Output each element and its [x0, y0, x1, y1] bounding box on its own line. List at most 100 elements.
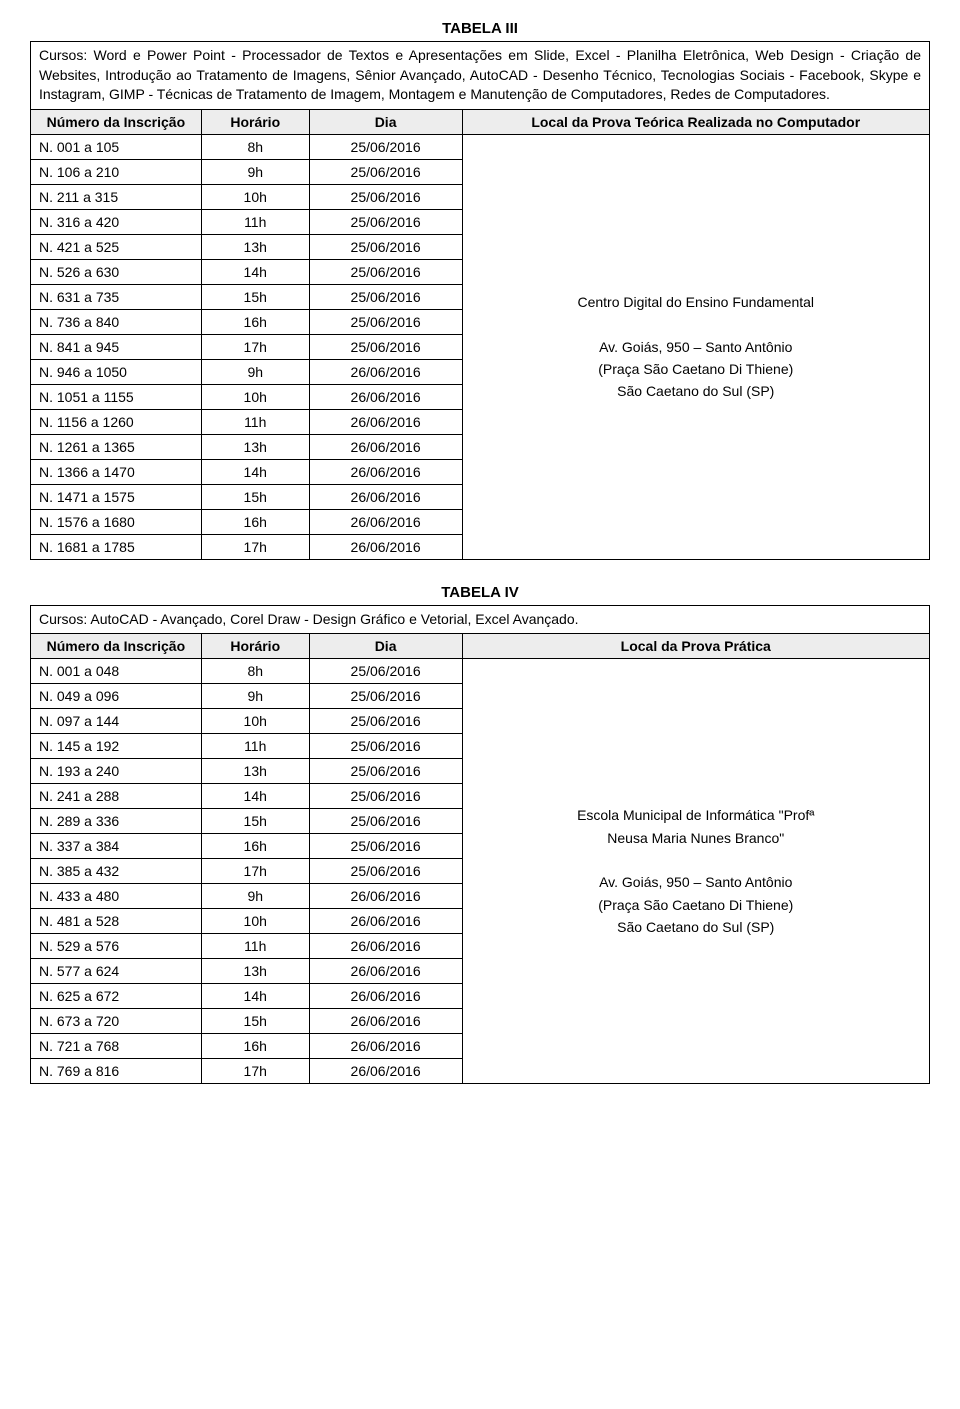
cell-numero: N. 337 a 384: [31, 834, 202, 859]
cell-dia: 25/06/2016: [309, 659, 462, 684]
table3-header-horario: Horário: [201, 109, 309, 134]
cell-numero: N. 1681 a 1785: [31, 534, 202, 559]
cell-dia: 26/06/2016: [309, 484, 462, 509]
cell-horario: 9h: [201, 159, 309, 184]
cell-numero: N. 421 a 525: [31, 234, 202, 259]
table-row: N. 001 a 0488h25/06/2016Escola Municipal…: [31, 659, 930, 684]
cell-dia: 26/06/2016: [309, 959, 462, 984]
cell-dia: 25/06/2016: [309, 284, 462, 309]
cell-dia: 25/06/2016: [309, 334, 462, 359]
cell-dia: 25/06/2016: [309, 234, 462, 259]
cell-numero: N. 316 a 420: [31, 209, 202, 234]
cell-dia: 26/06/2016: [309, 1059, 462, 1084]
cell-horario: 16h: [201, 1034, 309, 1059]
cell-dia: 25/06/2016: [309, 759, 462, 784]
cell-horario: 16h: [201, 509, 309, 534]
cell-numero: N. 736 a 840: [31, 309, 202, 334]
cell-dia: 26/06/2016: [309, 984, 462, 1009]
table3-header-dia: Dia: [309, 109, 462, 134]
cell-horario: 13h: [201, 759, 309, 784]
cell-dia: 25/06/2016: [309, 809, 462, 834]
cell-horario: 13h: [201, 959, 309, 984]
cell-horario: 10h: [201, 909, 309, 934]
cell-horario: 14h: [201, 784, 309, 809]
table3-title: TABELA III: [30, 20, 930, 37]
cell-horario: 17h: [201, 334, 309, 359]
cell-horario: 15h: [201, 484, 309, 509]
cell-dia: 26/06/2016: [309, 884, 462, 909]
cell-horario: 13h: [201, 434, 309, 459]
cell-dia: 25/06/2016: [309, 859, 462, 884]
cell-dia: 26/06/2016: [309, 534, 462, 559]
cell-horario: 11h: [201, 934, 309, 959]
cell-local: Escola Municipal de Informática "ProfªNe…: [462, 659, 930, 1084]
cell-numero: N. 193 a 240: [31, 759, 202, 784]
cell-numero: N. 001 a 048: [31, 659, 202, 684]
cell-dia: 25/06/2016: [309, 784, 462, 809]
cell-numero: N. 433 a 480: [31, 884, 202, 909]
cell-dia: 26/06/2016: [309, 434, 462, 459]
cell-horario: 14h: [201, 459, 309, 484]
cell-dia: 26/06/2016: [309, 409, 462, 434]
cell-numero: N. 097 a 144: [31, 709, 202, 734]
table4-description: Cursos: AutoCAD - Avançado, Corel Draw -…: [31, 605, 930, 634]
cell-dia: 26/06/2016: [309, 909, 462, 934]
cell-horario: 16h: [201, 834, 309, 859]
table4-header-horario: Horário: [201, 634, 309, 659]
cell-numero: N. 1471 a 1575: [31, 484, 202, 509]
cell-dia: 25/06/2016: [309, 309, 462, 334]
table4: Cursos: AutoCAD - Avançado, Corel Draw -…: [30, 605, 930, 1085]
cell-horario: 15h: [201, 1009, 309, 1034]
cell-horario: 10h: [201, 184, 309, 209]
cell-numero: N. 1576 a 1680: [31, 509, 202, 534]
cell-horario: 10h: [201, 709, 309, 734]
cell-horario: 9h: [201, 684, 309, 709]
cell-horario: 16h: [201, 309, 309, 334]
cell-dia: 26/06/2016: [309, 384, 462, 409]
cell-dia: 25/06/2016: [309, 684, 462, 709]
cell-numero: N. 241 a 288: [31, 784, 202, 809]
table4-title: TABELA IV: [30, 584, 930, 601]
cell-numero: N. 1261 a 1365: [31, 434, 202, 459]
cell-dia: 25/06/2016: [309, 259, 462, 284]
cell-horario: 8h: [201, 134, 309, 159]
cell-numero: N. 769 a 816: [31, 1059, 202, 1084]
table3-description: Cursos: Word e Power Point - Processador…: [31, 42, 930, 110]
cell-horario: 15h: [201, 809, 309, 834]
cell-dia: 25/06/2016: [309, 159, 462, 184]
cell-numero: N. 631 a 735: [31, 284, 202, 309]
cell-horario: 11h: [201, 409, 309, 434]
cell-numero: N. 385 a 432: [31, 859, 202, 884]
cell-horario: 8h: [201, 659, 309, 684]
cell-numero: N. 1366 a 1470: [31, 459, 202, 484]
cell-dia: 25/06/2016: [309, 184, 462, 209]
cell-horario: 14h: [201, 259, 309, 284]
cell-horario: 9h: [201, 884, 309, 909]
cell-numero: N. 673 a 720: [31, 1009, 202, 1034]
cell-numero: N. 841 a 945: [31, 334, 202, 359]
table4-header-numero: Número da Inscrição: [31, 634, 202, 659]
cell-dia: 25/06/2016: [309, 734, 462, 759]
cell-horario: 17h: [201, 1059, 309, 1084]
table3: Cursos: Word e Power Point - Processador…: [30, 41, 930, 560]
cell-dia: 26/06/2016: [309, 509, 462, 534]
cell-dia: 26/06/2016: [309, 359, 462, 384]
cell-horario: 9h: [201, 359, 309, 384]
cell-local: Centro Digital do Ensino FundamentalAv. …: [462, 134, 930, 559]
cell-horario: 17h: [201, 859, 309, 884]
cell-horario: 11h: [201, 209, 309, 234]
table3-header-numero: Número da Inscrição: [31, 109, 202, 134]
cell-numero: N. 529 a 576: [31, 934, 202, 959]
cell-dia: 25/06/2016: [309, 709, 462, 734]
cell-numero: N. 106 a 210: [31, 159, 202, 184]
cell-horario: 14h: [201, 984, 309, 1009]
cell-numero: N. 721 a 768: [31, 1034, 202, 1059]
cell-horario: 17h: [201, 534, 309, 559]
cell-dia: 26/06/2016: [309, 1034, 462, 1059]
table-row: N. 001 a 1058h25/06/2016Centro Digital d…: [31, 134, 930, 159]
cell-numero: N. 946 a 1050: [31, 359, 202, 384]
cell-dia: 25/06/2016: [309, 834, 462, 859]
cell-numero: N. 001 a 105: [31, 134, 202, 159]
table4-header-dia: Dia: [309, 634, 462, 659]
cell-dia: 25/06/2016: [309, 209, 462, 234]
